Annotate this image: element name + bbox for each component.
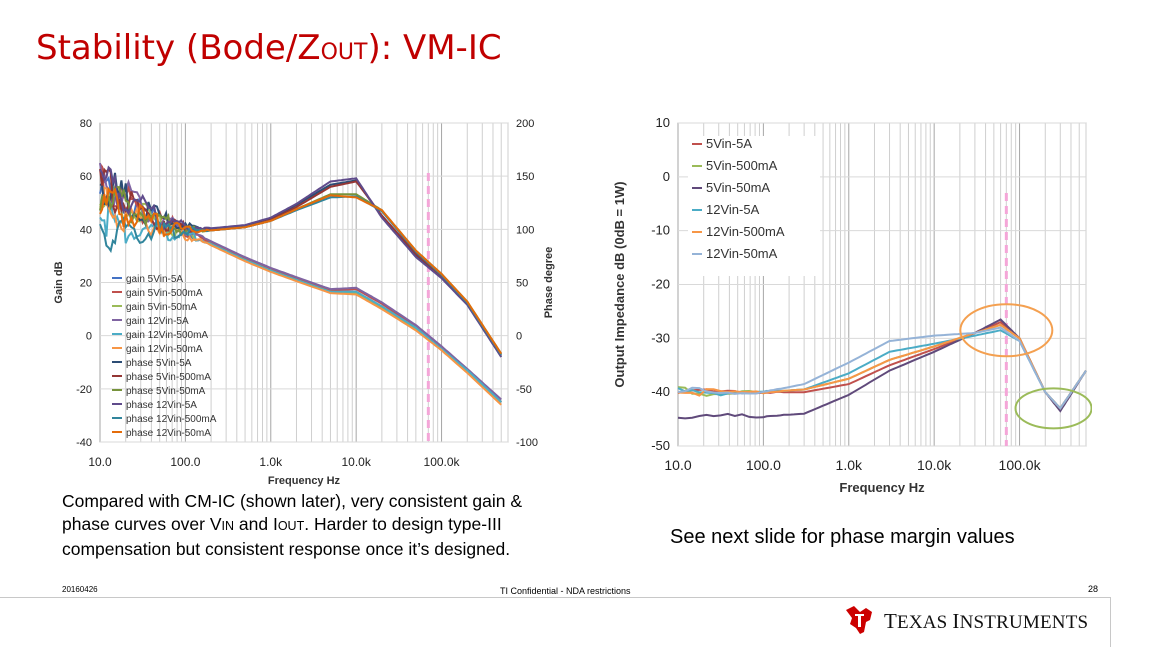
- x-tick-label: 10.0: [88, 455, 112, 469]
- y-tick-label: -30: [651, 330, 670, 345]
- x-tick-label: 1.0k: [259, 455, 283, 469]
- x-tick-label: 100.0k: [424, 455, 461, 469]
- y-axis-label: Output Impedance dB (0dB = 1W): [612, 181, 627, 387]
- x-tick-label: 10.0k: [341, 455, 371, 469]
- bode-description: Compared with CM-IC (shown later), very …: [62, 490, 602, 561]
- phase-margin-note: See next slide for phase margin values: [670, 526, 1015, 548]
- x-tick-label: 100.0: [746, 457, 781, 473]
- legend-label: 12Vin-500mA: [706, 224, 785, 239]
- legend-background: [688, 136, 820, 276]
- title-main: Stability (Bode/Z: [36, 28, 321, 68]
- subscript-in: IN: [221, 519, 235, 533]
- legend-label: 12Vin-50mA: [706, 246, 778, 261]
- y-tick-label: -40: [76, 437, 92, 449]
- y-axis-label: Gain dB: [53, 261, 65, 303]
- legend-label: phase 5Vin-50mA: [126, 386, 206, 397]
- brand-letter: I: [952, 609, 960, 633]
- confidential-notice: TI Confidential - NDA restrictions: [500, 586, 631, 596]
- y-tick-label: 20: [80, 278, 92, 290]
- title-rest: ): VM-IC: [367, 28, 502, 68]
- legend-label: gain 12Vin-500mA: [126, 330, 208, 341]
- series-line: [99, 186, 503, 355]
- legend-label: gain 5Vin-500mA: [126, 288, 203, 299]
- y2-tick-label: 0: [516, 331, 522, 343]
- legend-label: 12Vin-5A: [706, 202, 760, 217]
- y-tick-label: -40: [651, 384, 670, 399]
- series-line: [677, 326, 1087, 410]
- legend-label: 5Vin-5A: [706, 136, 752, 151]
- brand-text: EXAS: [897, 612, 953, 633]
- y-tick-label: 40: [80, 224, 92, 236]
- legend-label: gain 5Vin-5A: [126, 274, 183, 285]
- legend-label: phase 12Vin-5A: [126, 400, 197, 411]
- output-impedance-chart: 10 0 -10 -20 -30 -40 -50 10.0 100.0 1.0k 10.0k 100.…: [612, 115, 1092, 495]
- x-axis-label: Frequency Hz: [268, 475, 341, 487]
- page-number: 28: [1088, 584, 1099, 594]
- y2-tick-label: 50: [516, 278, 528, 290]
- description-text: phase curves over V: [62, 514, 222, 534]
- y-tick-label: -50: [651, 438, 670, 453]
- highlight-ellipse: [1014, 387, 1092, 430]
- y-tick-label: 10: [656, 115, 670, 130]
- y2-tick-label: 200: [516, 118, 534, 130]
- description-line-2: phase curves over VIN and IOUT. Harder t…: [62, 513, 602, 538]
- y-tick-label: -20: [76, 384, 92, 396]
- brand-letter: T: [884, 609, 898, 633]
- legend-label: gain 12Vin-5A: [126, 316, 189, 327]
- x-axis-label: Frequency Hz: [839, 480, 925, 495]
- x-tick-label: 10.0k: [917, 457, 952, 473]
- y2-tick-label: 100: [516, 224, 534, 236]
- highlight-ellipse: [959, 303, 1054, 358]
- footer-frame: [0, 597, 1111, 647]
- x-tick-label: 100.0k: [999, 457, 1042, 473]
- y-tick-label: -20: [651, 277, 670, 292]
- legend-label: 5Vin-500mA: [706, 158, 778, 173]
- series-line: [99, 165, 503, 358]
- footer-date: 20160426: [62, 585, 98, 594]
- y2-axis-label: Phase degree: [543, 247, 555, 319]
- series-line: [99, 167, 503, 356]
- legend-label: phase 5Vin-5A: [126, 358, 192, 369]
- brand-name: TEXAS INSTRUMENTS: [884, 609, 1088, 634]
- description-line-3: compensation but consistent response onc…: [62, 539, 511, 559]
- legend-label: gain 12Vin-50mA: [126, 344, 203, 355]
- legend-label: 5Vin-50mA: [706, 180, 770, 195]
- description-text: and I: [234, 514, 278, 534]
- y-tick-label: 0: [663, 169, 670, 184]
- description-line-1: Compared with CM-IC (shown later), very …: [62, 491, 523, 511]
- y-tick-label: 60: [80, 171, 92, 183]
- texas-instruments-logo-icon: [846, 606, 872, 634]
- y-tick-label: -10: [651, 223, 670, 238]
- brand-text: NSTRUMENTS: [959, 612, 1089, 633]
- y2-tick-label: 150: [516, 171, 534, 183]
- slide-title: Stability (Bode/ZOUT): VM-IC: [36, 28, 502, 68]
- legend-label: gain 5Vin-50mA: [126, 302, 197, 313]
- legend-label: phase 12Vin-500mA: [126, 414, 217, 425]
- y2-tick-label: -100: [516, 437, 538, 449]
- legend-label: phase 5Vin-500mA: [126, 372, 211, 383]
- legend-label: phase 12Vin-50mA: [126, 428, 211, 439]
- y-tick-label: 0: [86, 331, 92, 343]
- x-tick-label: 1.0k: [836, 457, 863, 473]
- x-tick-label: 10.0: [664, 457, 691, 473]
- y2-tick-label: -50: [516, 384, 532, 396]
- title-subscript: OUT: [320, 40, 368, 65]
- x-tick-label: 100.0: [170, 455, 200, 469]
- description-text: . Harder to design type-III: [304, 514, 502, 534]
- series-line: [99, 200, 502, 403]
- subscript-out: OUT: [277, 519, 305, 533]
- y-tick-label: 80: [80, 118, 92, 130]
